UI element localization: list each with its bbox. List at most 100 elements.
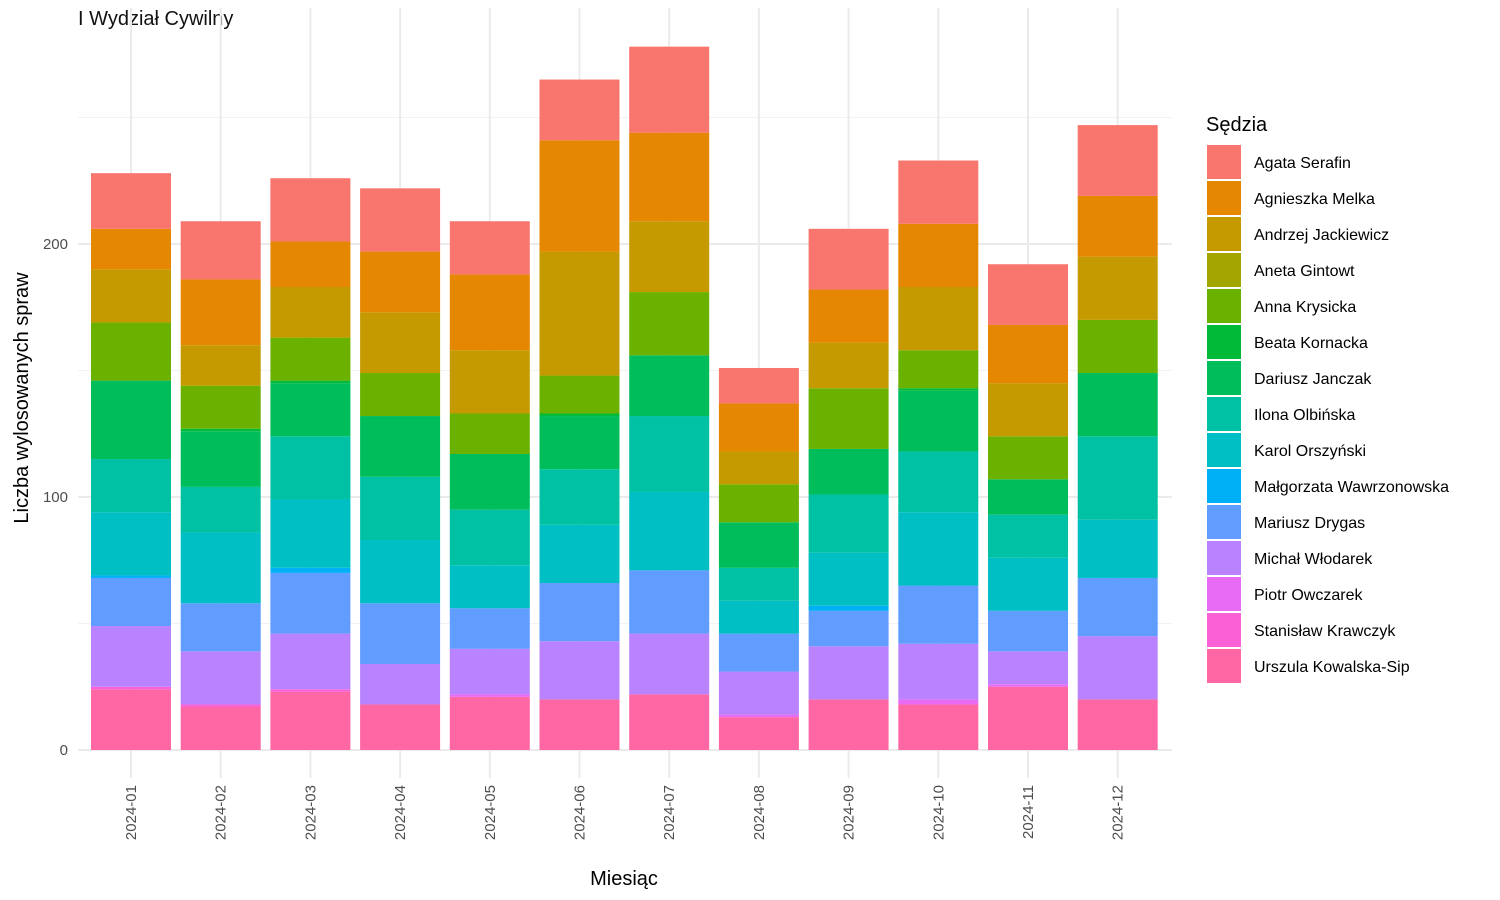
bar-segment xyxy=(91,686,171,690)
bar-segment xyxy=(180,651,261,705)
bar-segment xyxy=(629,694,710,750)
legend-label: Ilona Olbińska xyxy=(1254,407,1355,424)
legend-label: Beata Kornacka xyxy=(1254,335,1368,352)
bar-segment xyxy=(91,173,171,229)
bar-segment xyxy=(1077,699,1158,750)
bar-segment xyxy=(360,603,441,664)
chart-title: I Wydział Cywilny xyxy=(78,8,234,30)
bar-segment xyxy=(808,494,889,553)
bar-segment xyxy=(91,577,171,627)
legend-label: Andrzej Jackiewicz xyxy=(1254,227,1389,244)
legend-swatch xyxy=(1207,145,1241,179)
bar-segment xyxy=(449,350,530,414)
bar-segment xyxy=(270,691,351,750)
bar-segment xyxy=(718,633,799,672)
bar-segment xyxy=(718,567,799,601)
legend-label: Piotr Owczarek xyxy=(1254,587,1363,604)
bar-segment xyxy=(270,337,351,381)
bar-segment xyxy=(449,274,530,351)
bar-segment xyxy=(91,322,171,381)
legend-swatch xyxy=(1207,181,1241,215)
bar-segment xyxy=(898,350,979,389)
bar-segment xyxy=(360,312,441,374)
bar-segment xyxy=(718,522,799,568)
bar-segment xyxy=(449,453,530,510)
bar-segment xyxy=(629,132,710,222)
bar-segment xyxy=(91,626,171,687)
bar-segment xyxy=(718,671,799,715)
bar-segment xyxy=(808,289,889,343)
bar-segment xyxy=(180,486,261,533)
bar-segment xyxy=(898,451,979,513)
bar-segment xyxy=(808,552,889,606)
bar-segment xyxy=(629,221,710,293)
legend-label: Agnieszka Melka xyxy=(1254,191,1375,208)
bar-segment xyxy=(1077,125,1158,196)
bar-segment xyxy=(718,717,799,750)
bar-segment xyxy=(1077,636,1158,700)
bar-segment xyxy=(898,512,979,586)
bar-segment xyxy=(988,479,1068,515)
bar-segment xyxy=(898,699,979,705)
bar-segment xyxy=(449,413,530,454)
bar-segment xyxy=(91,575,171,578)
bar-segment xyxy=(988,684,1068,687)
bar-segment xyxy=(270,499,351,568)
x-tick-label: 2024-11 xyxy=(1020,785,1037,839)
legend-label: Michał Włodarek xyxy=(1254,551,1373,568)
y-axis-title: Liczba wylosowanych spraw xyxy=(11,272,33,524)
bar-segment xyxy=(629,416,710,492)
bar-segment xyxy=(898,585,979,644)
bar-segment xyxy=(539,699,620,750)
x-axis-ticks: 2024-01 2024-02 2024-03 2024-04 2024-05 2024-… xyxy=(123,785,1127,840)
y-axis-ticks: 0 100 200 xyxy=(43,236,68,759)
x-tick-label: 2024-02 xyxy=(213,785,230,840)
bar-segment xyxy=(270,572,351,634)
legend-label: Agata Serafin xyxy=(1254,155,1351,172)
bar-segment xyxy=(718,403,799,452)
bar-segment xyxy=(449,608,530,649)
bar-segment xyxy=(1077,519,1158,578)
bar-segment xyxy=(808,342,889,389)
x-tick-label: 2024-08 xyxy=(751,785,768,840)
bar-segment xyxy=(539,413,620,417)
bar-segment xyxy=(718,714,799,718)
legend-swatch xyxy=(1207,217,1241,251)
bar-segment xyxy=(988,514,1068,558)
bar-segment xyxy=(629,292,710,356)
bar-segment xyxy=(449,694,530,697)
bar-segment xyxy=(718,451,799,485)
bar-segment xyxy=(539,469,620,525)
legend-swatch xyxy=(1207,253,1241,287)
legend-label: Karol Orszyński xyxy=(1254,443,1366,460)
bar-segment xyxy=(270,287,351,338)
bar-segment xyxy=(718,367,799,404)
legend-title: Sędzia xyxy=(1206,114,1268,136)
bar-segment xyxy=(180,532,261,604)
bar-segment xyxy=(1077,256,1158,320)
x-tick-label: 2024-03 xyxy=(302,785,319,840)
bar-segment xyxy=(718,600,799,634)
bar-segment xyxy=(180,603,261,652)
bar-segment xyxy=(539,416,620,470)
legend-label: Anna Krysicka xyxy=(1254,299,1356,316)
bar-segment xyxy=(898,388,979,391)
bar-segment xyxy=(988,610,1068,652)
bar-segment xyxy=(270,633,351,690)
bar-segment xyxy=(718,484,799,523)
bar-segment xyxy=(360,540,441,604)
legend-label: Dariusz Janczak xyxy=(1254,371,1372,388)
legend-swatch xyxy=(1207,541,1241,575)
bar-segment xyxy=(91,228,171,270)
bar-segment xyxy=(898,287,979,351)
bar-segment xyxy=(449,565,530,609)
bar-segment xyxy=(629,355,710,417)
bar-segment xyxy=(360,373,441,417)
bar-segment xyxy=(360,476,441,541)
bar-segment xyxy=(808,610,889,647)
bar-segment xyxy=(180,428,261,432)
legend-label: Aneta Gintowt xyxy=(1254,263,1355,280)
bar-segment xyxy=(988,651,1068,685)
bar-segment xyxy=(808,605,889,611)
bar-segment xyxy=(898,160,979,224)
